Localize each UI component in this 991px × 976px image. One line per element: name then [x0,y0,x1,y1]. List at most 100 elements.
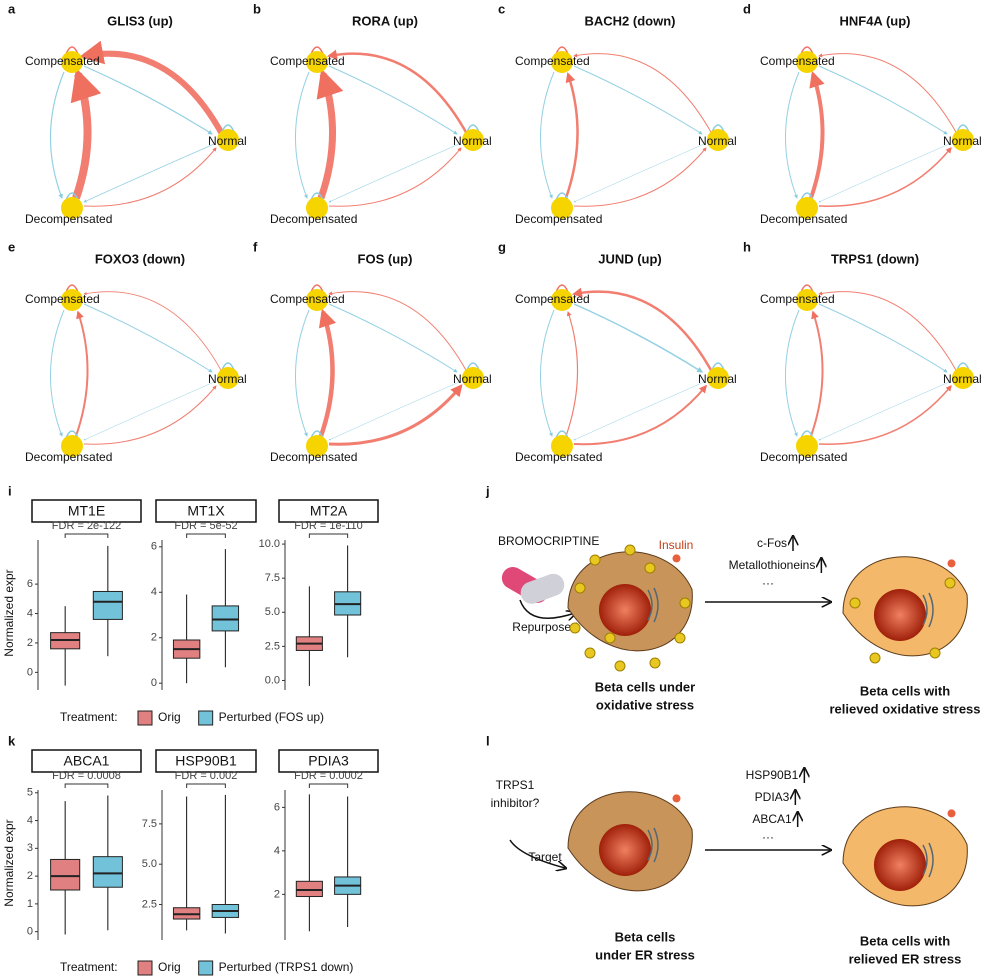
self-loop [310,430,324,439]
gene-label: PDIA3 [755,790,790,804]
self-loop [711,362,725,371]
y-tick-label: 2 [27,870,33,882]
edge [818,385,952,445]
y-tick-label: 0 [27,926,33,938]
network-panel: a GLIS3 (up) Compensated Normal Decompensate… [8,1,247,226]
edge [328,381,460,441]
node-label: Normal [943,372,982,386]
bracket [308,783,349,788]
edge [295,309,310,437]
facet-strip [155,499,257,523]
facet-strip [31,499,142,523]
legend-swatch [198,710,214,726]
node [952,129,974,151]
edge [810,310,824,437]
y-tick-label: 3 [27,842,33,854]
box [211,605,240,632]
node [796,289,818,311]
y-axis-title: Normalized expr [2,819,16,906]
ros-dot [574,582,586,594]
y-tick-label: 5 [27,787,33,799]
self-loop [555,430,569,439]
network-panel: g JUND (up) Compensated Normal Decompensated [498,239,737,464]
panel-title: FOXO3 (down) [95,251,185,266]
y-tick-label: 2.5 [265,640,280,652]
edge [328,65,458,135]
y-tick-label: 4 [151,586,157,598]
self-loop [555,192,569,201]
y-tick-label: 4 [274,845,280,857]
network-panel: b RORA (up) Compensated Normal Decompensated [253,1,492,226]
legend-label: Orig [158,710,181,724]
self-loop [65,430,79,439]
node [796,197,818,219]
node [796,51,818,73]
edge [573,53,713,135]
node [306,435,328,457]
node-label: Decompensated [760,212,847,226]
panel-letter: l [486,733,490,748]
node-label: Decompensated [270,212,357,226]
action-label: Repurposed [512,620,577,634]
edge [573,381,705,441]
node-label: Normal [208,372,247,386]
y-tick-label: 6 [151,541,157,553]
node-label: Compensated [25,292,100,306]
ros-dot [584,647,596,659]
edge [83,303,213,373]
before-label: Beta cells [615,929,676,944]
edge [809,70,825,199]
node [707,129,729,151]
ros-dot [929,647,941,659]
ros-dot [644,562,656,574]
y-tick-label: 7.5 [142,818,157,830]
legend-swatch [137,710,153,726]
nucleus [598,823,652,877]
network-panel: f FOS (up) Compensated Normal Decompensated [253,239,492,464]
network-panel: d HNF4A (up) Compensated Normal Decompensate… [743,1,982,226]
panel-letter: a [8,1,16,16]
y-tick-label: 2.5 [142,898,157,910]
insulin-label: Insulin [659,538,694,552]
edge [75,310,89,437]
diagram-panel: l TRPS1 inhibitor? Target HSP90B1 PDIA3 ABCA1 ·… [486,733,968,966]
y-tick-label: 10.0 [259,538,280,550]
pill [520,573,565,604]
y-tick-label: 5.0 [142,858,157,870]
panel-letter: i [8,483,12,498]
diagram-panel: j BROMOCRIPTINE Insulin Repurposed c-Fos Meta… [485,483,981,716]
node [551,51,573,73]
panel-letter: f [253,239,258,254]
ros-dot [589,554,601,566]
fdr-label: FDR = 5e-52 [174,520,237,532]
self-loop [466,124,480,133]
node [61,289,83,311]
edge [328,291,468,373]
ros-dot [569,622,581,634]
ros-dot [679,597,691,609]
legend-label: Orig [158,960,181,974]
network-panel: h TRPS1 (down) Compensated Normal Decompensa… [743,239,982,464]
node [217,367,239,389]
edge [785,309,800,437]
edge [818,303,948,373]
gene-label: ABCA1 [752,812,792,826]
edge [328,147,462,207]
legend-title: Treatment: [60,960,118,974]
self-loop [65,284,79,293]
edge [79,40,225,136]
legend-title: Treatment: [60,710,118,724]
edge [328,143,460,203]
facet-title: MT1E [68,503,105,519]
ros-dot [869,652,881,664]
node [707,367,729,389]
network-panel: e FOXO3 (down) Compensated Normal Decompensa… [8,239,247,464]
self-loop [555,284,569,293]
node-label: Normal [698,372,737,386]
y-tick-label: 6 [274,801,280,813]
y-tick-label: 7.5 [265,572,280,584]
vesicle [947,559,956,568]
node-label: Compensated [270,292,345,306]
ros-dot [614,660,626,672]
ros-dot [849,597,861,609]
